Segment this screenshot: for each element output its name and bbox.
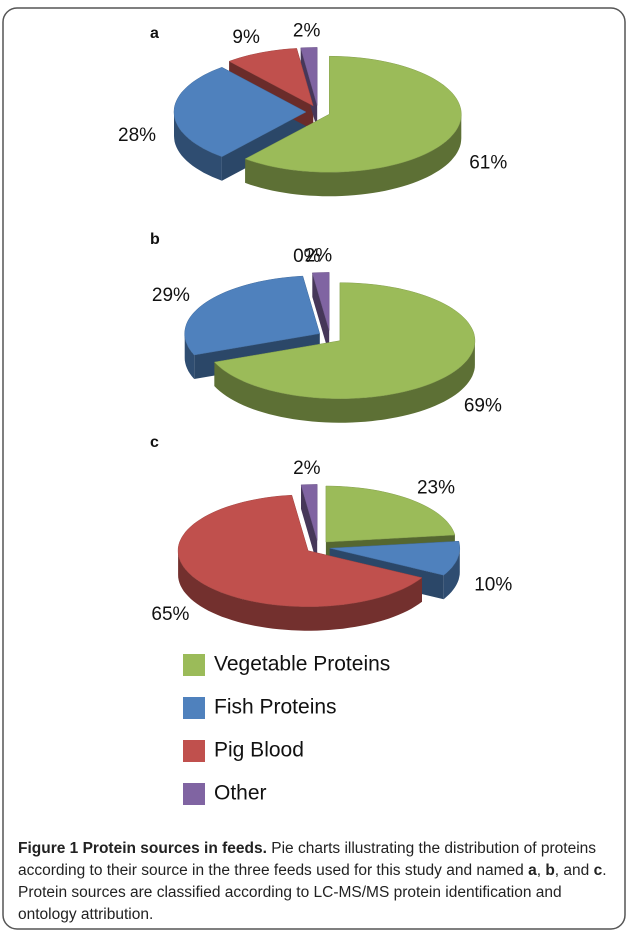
value-label: 2% (293, 20, 321, 41)
caption-text: a (528, 862, 537, 879)
panel-label: a (150, 25, 159, 42)
slice (213, 282, 476, 399)
caption-text: b (545, 862, 555, 879)
value-label: 2% (293, 458, 321, 479)
caption-text: , and (554, 862, 594, 879)
slice (173, 67, 307, 157)
panel-label: c (150, 434, 159, 451)
value-label: 61% (469, 152, 507, 173)
legend-swatch (183, 740, 205, 762)
value-label: 9% (232, 27, 260, 48)
slice (325, 485, 456, 543)
slice (244, 55, 462, 173)
slice-side (245, 114, 462, 197)
value-label: 0% (293, 246, 321, 267)
slice (329, 540, 461, 576)
caption-text: Figure 1 Protein sources in feeds. (18, 840, 267, 857)
slice-wall (300, 47, 318, 130)
legend-label: Other (214, 782, 267, 805)
legend-label: Fish Proteins (214, 696, 337, 719)
slice-side (214, 340, 475, 423)
caption: Figure 1 Protein sources in feeds. Pie c… (18, 838, 614, 926)
value-label: 2% (305, 245, 333, 266)
slice-side (174, 112, 222, 181)
slice-wall (301, 484, 318, 565)
frame (2, 7, 626, 930)
value-label: 29% (152, 285, 190, 306)
panel-label: b (150, 231, 160, 248)
slice-wall (312, 272, 330, 355)
slice (311, 272, 330, 331)
slice-wall (221, 112, 306, 181)
slice (184, 275, 321, 356)
slice-side (178, 550, 422, 631)
value-label: 69% (464, 395, 502, 416)
caption-text: , (536, 862, 546, 879)
value-label: 28% (118, 125, 156, 146)
caption-text: . Protein sources are classified accordi… (18, 862, 611, 923)
legend-label: Vegetable Proteins (214, 653, 390, 676)
value-label: 10% (474, 575, 512, 596)
slice (228, 48, 314, 107)
slice (300, 484, 318, 541)
value-label: 23% (417, 477, 455, 498)
caption-text: c (593, 862, 603, 879)
slice (300, 47, 318, 106)
slice (177, 494, 423, 607)
legend-swatch (183, 783, 205, 805)
legend-swatch (183, 697, 205, 719)
value-label: 65% (151, 604, 189, 625)
legend-swatch (183, 654, 205, 676)
legend-label: Pig Blood (214, 739, 304, 762)
slice-side (443, 548, 460, 600)
caption-text: Pie charts illustrating the distribution… (18, 840, 601, 879)
